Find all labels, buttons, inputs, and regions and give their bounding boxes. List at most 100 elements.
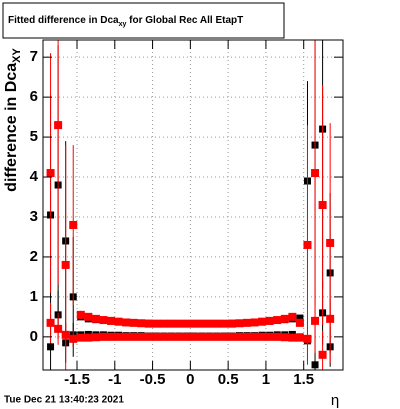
- marker: [197, 319, 206, 328]
- x-tick-label: 1: [262, 371, 270, 388]
- marker: [205, 332, 214, 341]
- marker: [144, 319, 153, 328]
- y-tick-label: 1: [30, 288, 38, 305]
- marker: [54, 324, 63, 333]
- marker: [99, 316, 108, 325]
- marker: [159, 319, 168, 328]
- marker: [182, 319, 191, 328]
- marker: [61, 330, 70, 339]
- x-tick-label: -1: [108, 371, 121, 388]
- marker: [152, 319, 161, 328]
- marker: [54, 121, 63, 130]
- x-tick-label: 0.5: [218, 371, 239, 388]
- marker: [114, 317, 123, 326]
- frame: [42, 39, 344, 371]
- marker: [129, 332, 138, 341]
- marker: [46, 318, 55, 327]
- marker: [122, 318, 131, 327]
- marker: [152, 332, 161, 341]
- marker: [227, 319, 236, 328]
- marker: [107, 316, 116, 325]
- marker: [91, 333, 100, 342]
- y-tick-label: 4: [30, 168, 39, 185]
- marker: [258, 332, 267, 341]
- marker: [250, 318, 259, 327]
- marker: [144, 332, 153, 341]
- marker: [227, 332, 236, 341]
- marker: [280, 333, 289, 342]
- y-axis-label: difference in DcaXY: [3, 48, 23, 192]
- x-tick-label: 1.5: [293, 371, 314, 388]
- y-tick-label: 5: [30, 128, 38, 145]
- marker: [280, 314, 289, 323]
- marker: [76, 333, 85, 342]
- marker: [167, 332, 176, 341]
- x-tick-label: 0: [186, 371, 194, 388]
- y-label-sub: XY: [11, 48, 23, 63]
- y-tick-label: 3: [30, 208, 38, 225]
- marker: [84, 312, 93, 321]
- marker: [288, 333, 297, 342]
- marker: [129, 318, 138, 327]
- marker: [212, 319, 221, 328]
- marker: [114, 332, 123, 341]
- marker: [69, 334, 78, 343]
- y-tick-label: 6: [30, 88, 38, 105]
- marker: [76, 310, 85, 319]
- marker: [107, 332, 116, 341]
- timestamp: Tue Dec 21 13:40:23 2021: [4, 395, 124, 406]
- marker: [273, 316, 282, 325]
- marker: [69, 220, 78, 229]
- title-sub: xy: [119, 21, 127, 28]
- marker: [243, 332, 252, 341]
- marker: [91, 314, 100, 323]
- y-tick-label: 0: [30, 328, 38, 345]
- marker: [311, 316, 320, 325]
- marker: [311, 361, 319, 369]
- marker: [46, 169, 55, 178]
- marker: [296, 314, 304, 322]
- title-main: Fitted difference in Dca: [8, 15, 119, 26]
- marker: [295, 318, 304, 327]
- marker: [167, 319, 176, 328]
- marker: [250, 332, 259, 341]
- y-tick-label: 7: [30, 48, 38, 65]
- marker: [182, 332, 191, 341]
- marker: [235, 319, 244, 328]
- marker: [61, 260, 70, 269]
- marker: [243, 318, 252, 327]
- marker: [99, 332, 108, 341]
- marker: [137, 319, 146, 328]
- marker: [273, 332, 282, 341]
- marker: [265, 316, 274, 325]
- marker: [295, 333, 304, 342]
- title-rest: for Global Rec All EtapT: [126, 15, 243, 26]
- marker: [47, 343, 55, 351]
- marker: [137, 332, 146, 341]
- marker: [318, 201, 327, 209]
- chart-title: Fitted difference in Dcaxy for Global Re…: [8, 15, 243, 28]
- marker: [205, 319, 214, 328]
- marker: [303, 240, 312, 249]
- y-tick-label: 2: [30, 248, 38, 265]
- x-axis-label: η: [331, 392, 339, 409]
- marker: [175, 332, 184, 341]
- marker: [159, 332, 168, 341]
- marker: [197, 332, 206, 341]
- x-tick-label: -0.5: [140, 371, 166, 388]
- marker: [326, 238, 335, 247]
- marker: [212, 332, 221, 341]
- y-label-main: difference in Dca: [3, 63, 20, 192]
- marker: [311, 169, 320, 178]
- marker: [220, 319, 229, 328]
- marker: [190, 319, 199, 328]
- marker: [122, 332, 131, 341]
- marker: [220, 332, 229, 341]
- marker: [265, 332, 274, 341]
- title-box: [2, 2, 285, 39]
- marker: [84, 333, 93, 342]
- x-tick-label: -1.5: [64, 371, 90, 388]
- marker: [303, 334, 312, 343]
